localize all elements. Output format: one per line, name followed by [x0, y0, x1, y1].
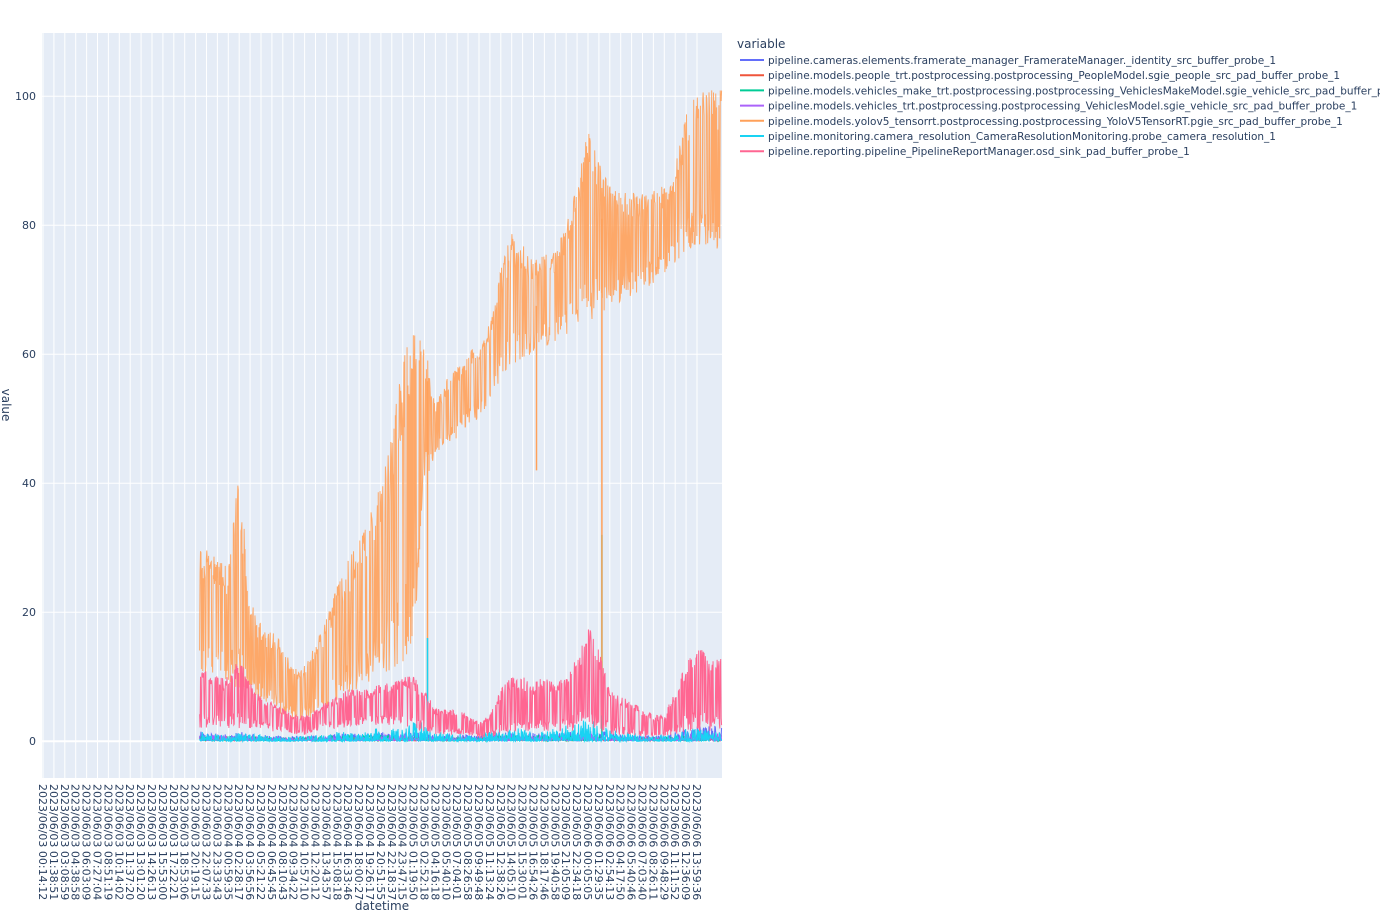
- x-tick-label: 2023/06/03 06:03:09: [80, 784, 93, 900]
- x-tick-label: 2023/06/04 13:43:57: [319, 784, 332, 900]
- legend-label: pipeline.models.people_trt.postprocessin…: [768, 70, 1340, 82]
- y-tick-label: 0: [29, 735, 36, 748]
- x-tick-label: 2023/06/04 05:21:22: [254, 784, 267, 900]
- x-tick-label: 2023/06/06 07:03:40: [636, 784, 649, 900]
- x-tick-label: 2023/06/03 18:53:06: [178, 784, 191, 900]
- y-tick-label: 40: [22, 477, 36, 490]
- legend: variable pipeline.cameras.elements.frame…: [737, 37, 1380, 158]
- legend-title: variable: [737, 37, 785, 51]
- x-tick-label: 2023/06/06 09:48:29: [657, 784, 670, 900]
- x-tick-label: 2023/06/03 20:19:15: [189, 784, 202, 900]
- x-tick-label: 2023/06/05 02:52:18: [418, 784, 431, 900]
- y-tick-label: 100: [15, 90, 36, 103]
- y-tick-label: 60: [22, 348, 36, 361]
- legend-item[interactable]: pipeline.cameras.elements.framerate_mana…: [740, 55, 1276, 67]
- x-tick-label: 2023/06/06 05:40:46: [625, 784, 638, 900]
- series-line: [199, 90, 723, 721]
- x-tick-label: 2023/06/06 08:26:11: [646, 784, 659, 900]
- x-tick-label: 2023/06/03 22:07:33: [200, 784, 213, 900]
- x-tick-label: 2023/06/03 04:38:58: [69, 784, 82, 900]
- x-tick-label: 2023/06/06 13:59:36: [690, 784, 703, 900]
- legend-label: pipeline.reporting.pipeline_PipelineRepo…: [768, 146, 1190, 158]
- x-tick-label: 2023/06/03 08:51:19: [101, 784, 114, 900]
- legend-item[interactable]: pipeline.models.vehicles_make_trt.postpr…: [740, 85, 1380, 97]
- traces: [199, 90, 723, 744]
- x-tick-label: 2023/06/03 14:26:13: [145, 784, 158, 900]
- x-tick-label: 2023/06/03 10:14:02: [112, 784, 125, 900]
- x-tick-label: 2023/06/04 03:56:56: [243, 784, 256, 900]
- x-tick-label: 2023/06/04 06:45:45: [265, 784, 278, 900]
- legend-item[interactable]: pipeline.monitoring.camera_resolution_Ca…: [740, 131, 1276, 143]
- x-tick-label: 2023/06/03 17:22:21: [167, 784, 180, 900]
- x-tick-label: 2023/06/04 02:28:17: [232, 784, 245, 900]
- x-tick-label: 2023/06/06 01:29:35: [592, 784, 605, 900]
- x-tick-label: 2023/06/06 00:05:05: [581, 784, 594, 900]
- y-axis-ticks: 0 20 40 60 80 100: [15, 90, 36, 748]
- series-line: [199, 629, 723, 738]
- x-tick-label: 2023/06/05 21:05:09: [559, 784, 572, 900]
- x-tick-label: 2023/06/04 20:51:55: [374, 784, 387, 900]
- x-tick-label: 2023/06/04 19:26:17: [363, 784, 376, 900]
- y-tick-label: 80: [22, 219, 36, 232]
- x-tick-label: 2023/06/05 19:40:58: [548, 784, 561, 900]
- x-tick-label: 2023/06/05 01:19:50: [407, 784, 420, 900]
- x-tick-label: 2023/06/04 22:18:37: [385, 784, 398, 900]
- x-tick-label: 2023/06/05 12:38:26: [494, 784, 507, 900]
- x-axis-title: datetime: [355, 899, 409, 913]
- x-tick-label: 2023/06/05 15:30:01: [516, 784, 529, 900]
- x-tick-label: 2023/06/06 02:54:13: [603, 784, 616, 900]
- x-tick-label: 2023/06/03 15:53:00: [156, 784, 169, 900]
- x-tick-label: 2023/06/06 11:11:52: [668, 784, 681, 900]
- x-tick-label: 2023/06/03 03:08:59: [58, 784, 71, 900]
- x-tick-label: 2023/06/04 18:00:27: [352, 784, 365, 900]
- x-tick-label: 2023/06/05 11:13:24: [483, 784, 496, 900]
- legend-item[interactable]: pipeline.reporting.pipeline_PipelineRepo…: [740, 146, 1190, 158]
- x-tick-label: 2023/06/04 16:33:46: [341, 784, 354, 900]
- x-tick-label: 2023/06/05 09:49:48: [472, 784, 485, 900]
- legend-label: pipeline.models.vehicles_trt.postprocess…: [768, 101, 1357, 113]
- x-tick-label: 2023/06/05 16:54:26: [527, 784, 540, 900]
- x-tick-label: 2023/06/04 09:34:22: [287, 784, 300, 900]
- x-tick-label: 2023/06/03 00:14:12: [36, 784, 49, 900]
- legend-item[interactable]: pipeline.models.vehicles_trt.postprocess…: [740, 101, 1357, 113]
- x-tick-label: 2023/06/05 04:16:18: [428, 784, 441, 900]
- x-tick-label: 2023/06/05 18:17:46: [537, 784, 550, 900]
- x-tick-label: 2023/06/04 23:47:15: [396, 784, 409, 900]
- x-tick-label: 2023/06/06 12:36:09: [679, 784, 692, 900]
- x-tick-label: 2023/06/04 08:10:43: [276, 784, 289, 900]
- legend-item[interactable]: pipeline.models.people_trt.postprocessin…: [740, 70, 1340, 82]
- x-tick-label: 2023/06/05 05:40:10: [439, 784, 452, 900]
- x-tick-label: 2023/06/04 00:59:35: [221, 784, 234, 900]
- x-tick-label: 2023/06/03 01:38:51: [47, 784, 60, 900]
- legend-label: pipeline.cameras.elements.framerate_mana…: [768, 55, 1276, 67]
- x-tick-label: 2023/06/04 10:57:10: [298, 784, 311, 900]
- y-axis-title: value: [0, 389, 13, 422]
- plot-background: [42, 33, 722, 778]
- series-line: [199, 720, 723, 744]
- x-tick-label: 2023/06/05 22:34:18: [570, 784, 583, 900]
- x-tick-label: 2023/06/05 08:26:58: [461, 784, 474, 900]
- x-tick-label: 2023/06/06 04:17:50: [614, 784, 627, 900]
- legend-item[interactable]: pipeline.models.yolov5_tensorrt.postproc…: [740, 116, 1343, 128]
- y-tick-label: 20: [22, 606, 36, 619]
- legend-label: pipeline.models.vehicles_make_trt.postpr…: [768, 85, 1380, 97]
- x-tick-label: 2023/06/04 12:20:12: [309, 784, 322, 900]
- x-tick-label: 2023/06/03 13:01:20: [134, 784, 147, 900]
- legend-label: pipeline.monitoring.camera_resolution_Ca…: [768, 131, 1276, 143]
- legend-label: pipeline.models.yolov5_tensorrt.postproc…: [768, 116, 1343, 128]
- x-tick-label: 2023/06/03 07:27:04: [91, 784, 104, 900]
- x-tick-label: 2023/06/03 11:37:20: [123, 784, 136, 900]
- x-tick-label: 2023/06/03 23:33:43: [210, 784, 223, 900]
- x-tick-label: 2023/06/04 15:08:18: [330, 784, 343, 900]
- x-tick-label: 2023/06/05 07:04:01: [450, 784, 463, 900]
- x-tick-label: 2023/06/05 14:05:10: [505, 784, 518, 900]
